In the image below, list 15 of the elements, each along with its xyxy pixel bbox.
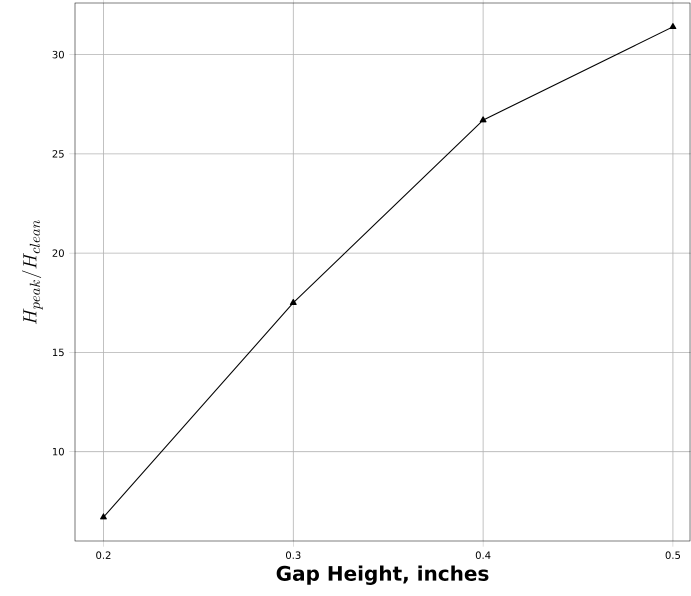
y-tick-label: 20 (52, 249, 64, 257)
y-tick-label: 10 (52, 448, 64, 456)
point (480, 116, 487, 122)
point (290, 298, 297, 305)
x-tick-label: 0.4 (476, 551, 490, 559)
y-tick-label: 25 (52, 150, 64, 158)
x-axis-title: Gap Height, inches (276, 565, 488, 585)
y-axis-title: $H_{peak}/H_{clean}$ (22, 220, 43, 324)
x-tick-label: 0.2 (96, 551, 110, 559)
point (670, 22, 676, 30)
x-tick-label: 0.3 (286, 551, 300, 559)
x-tick-label: 0.5 (666, 551, 680, 559)
y-tick-label: 30 (52, 50, 64, 58)
point (100, 513, 107, 520)
y-tick-label: 15 (52, 348, 64, 356)
